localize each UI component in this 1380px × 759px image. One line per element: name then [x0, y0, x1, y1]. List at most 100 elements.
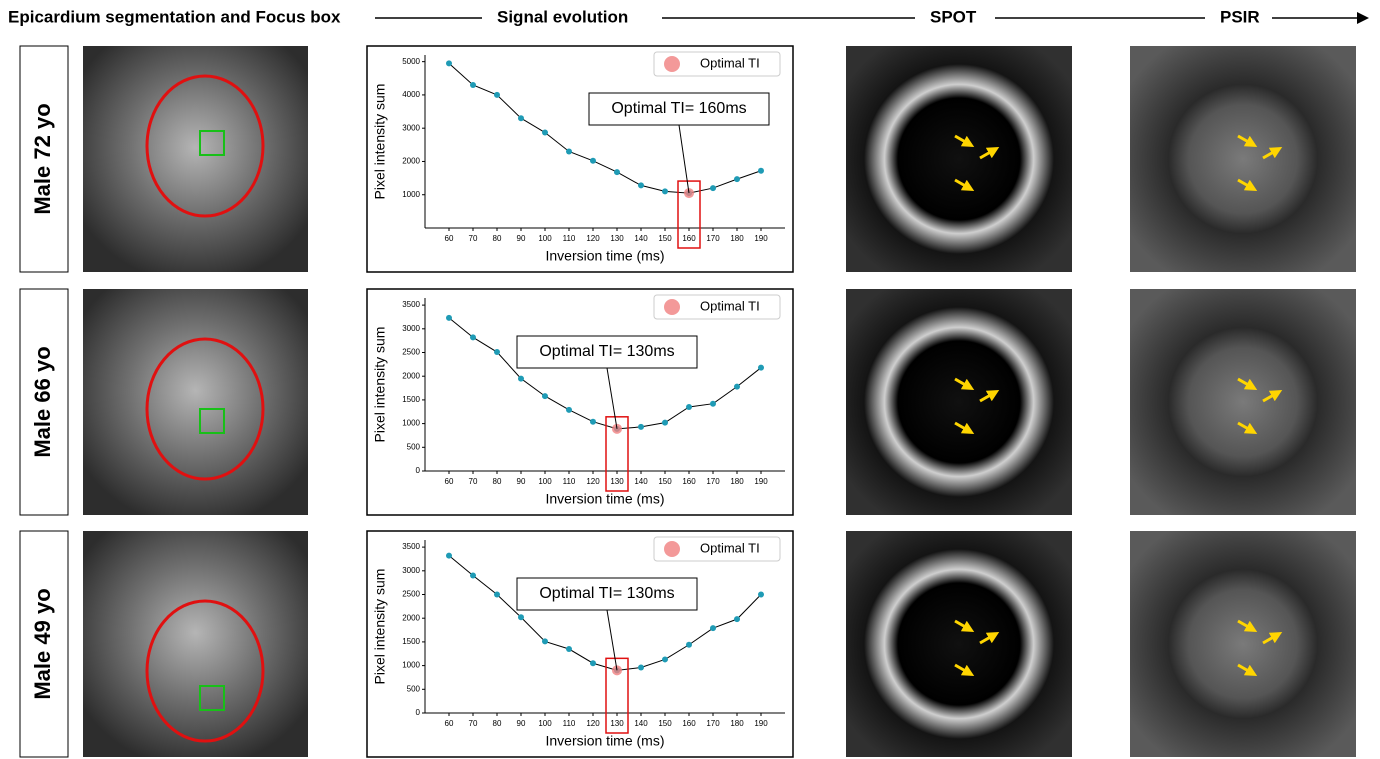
- y-tick-label: 500: [407, 442, 421, 451]
- data-point: [566, 646, 572, 653]
- data-point: [566, 406, 572, 413]
- annotation-box: [588, 92, 770, 126]
- x-tick-label: 180: [730, 234, 744, 243]
- y-tick-label: 1000: [402, 661, 420, 670]
- x-axis-label: Inversion time (ms): [545, 248, 664, 264]
- data-point: [470, 81, 476, 88]
- y-tick-label: 3000: [402, 123, 420, 132]
- data-point: [518, 375, 524, 382]
- epicardium-contour: [145, 74, 265, 218]
- x-tick-label: 150: [658, 719, 672, 728]
- x-tick-label: 130: [610, 719, 624, 728]
- arrow-annotation: [954, 178, 975, 191]
- arrow-annotation: [1262, 632, 1283, 645]
- arrow-annotation: [1237, 421, 1258, 434]
- arrow-annotation: [1237, 619, 1258, 632]
- data-point: [686, 641, 692, 648]
- annotation-box: [516, 335, 698, 369]
- arrow-annotation: [1262, 390, 1283, 403]
- y-axis-label: Pixel intensity sum: [372, 84, 388, 200]
- psir-image: [1130, 531, 1356, 757]
- data-point: [446, 552, 452, 559]
- y-tick-label: 1000: [402, 419, 420, 428]
- arrow-annotation: [954, 619, 975, 632]
- x-axis-label: Inversion time (ms): [545, 491, 664, 507]
- x-tick-label: 60: [445, 719, 454, 728]
- x-tick-label: 80: [493, 477, 502, 486]
- y-tick-label: 1000: [402, 190, 420, 199]
- spot-image: [846, 531, 1072, 757]
- focus-box: [199, 130, 225, 156]
- x-tick-label: 70: [469, 234, 478, 243]
- data-point: [662, 188, 668, 195]
- optimal-highlight: [605, 416, 629, 492]
- row-label: Male 49 yo: [30, 588, 55, 699]
- epicardium-contour: [145, 337, 265, 481]
- y-tick-label: 500: [407, 684, 421, 693]
- x-tick-label: 80: [493, 719, 502, 728]
- y-tick-label: 3500: [402, 542, 420, 551]
- data-point: [542, 638, 548, 645]
- data-point: [494, 591, 500, 598]
- data-point: [494, 91, 500, 98]
- arrow-annotation: [979, 147, 1000, 160]
- x-tick-label: 170: [706, 234, 720, 243]
- spot-image: [846, 289, 1072, 515]
- legend-marker: [664, 541, 680, 557]
- annotation-text: Optimal TI= 130ms: [539, 585, 674, 602]
- legend-marker: [664, 56, 680, 72]
- optimal-highlight: [605, 657, 629, 734]
- annotation-text: Optimal TI= 130ms: [539, 343, 674, 360]
- data-point: [470, 572, 476, 579]
- x-tick-label: 110: [563, 719, 576, 728]
- x-tick-label: 90: [517, 234, 526, 243]
- data-point: [494, 349, 500, 356]
- y-tick-label: 2000: [402, 613, 420, 622]
- data-point: [638, 182, 644, 189]
- data-point: [734, 616, 740, 623]
- x-tick-label: 190: [754, 234, 768, 243]
- header: Signal evolution: [497, 7, 628, 26]
- x-tick-label: 110: [563, 477, 576, 486]
- x-tick-label: 190: [754, 719, 768, 728]
- y-tick-label: 4000: [402, 90, 420, 99]
- y-tick-label: 1500: [402, 395, 420, 404]
- x-tick-label: 130: [610, 234, 624, 243]
- legend-box: [653, 294, 781, 320]
- mri-image: [83, 289, 308, 515]
- data-point: [758, 364, 764, 371]
- legend-marker: [664, 299, 680, 315]
- x-tick-label: 160: [682, 719, 696, 728]
- x-tick-label: 140: [634, 719, 648, 728]
- chart-frame: [366, 288, 794, 516]
- data-point: [686, 404, 692, 411]
- data-point: [590, 660, 596, 667]
- x-tick-label: 140: [634, 234, 648, 243]
- x-tick-label: 100: [538, 719, 552, 728]
- row-label-box: [19, 288, 69, 516]
- data-point: [710, 185, 716, 192]
- header: Epicardium segmentation and Focus box: [8, 7, 341, 26]
- mri-image: [83, 531, 308, 757]
- x-tick-label: 70: [469, 477, 478, 486]
- arrow-annotation: [979, 632, 1000, 645]
- x-tick-label: 180: [730, 477, 744, 486]
- row-label: Male 66 yo: [30, 346, 55, 457]
- y-tick-label: 2000: [402, 371, 420, 380]
- data-point: [470, 334, 476, 341]
- legend-label: Optimal TI: [700, 55, 760, 70]
- arrow-annotation: [1237, 134, 1258, 147]
- y-tick-label: 3000: [402, 566, 420, 575]
- series-line: [448, 62, 762, 194]
- row-label-box: [19, 530, 69, 758]
- x-tick-label: 160: [682, 477, 696, 486]
- data-point: [734, 383, 740, 390]
- psir-image: [1130, 289, 1356, 515]
- x-tick-label: 180: [730, 719, 744, 728]
- annotation-leader: [606, 367, 618, 429]
- data-point: [446, 314, 452, 321]
- header: PSIR: [1220, 7, 1260, 26]
- data-point: [518, 614, 524, 621]
- x-tick-label: 160: [682, 234, 696, 243]
